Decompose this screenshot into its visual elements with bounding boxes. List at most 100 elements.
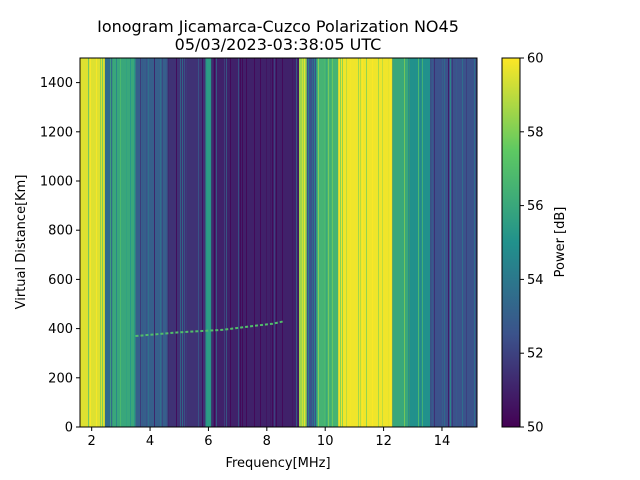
texture-stripe-57	[314, 58, 315, 427]
texture-stripe-41	[254, 58, 255, 427]
texture-stripe-90	[450, 58, 451, 427]
texture-stripe-39	[242, 58, 243, 427]
frequency-band-0	[80, 58, 105, 427]
texture-stripe-92	[456, 58, 457, 427]
texture-stripe-20	[166, 58, 167, 427]
texture-stripe-87	[442, 58, 443, 427]
texture-stripe-77	[388, 58, 389, 427]
texture-stripe-52	[302, 58, 303, 427]
colorbar-tick-label-54: 54	[527, 273, 544, 288]
texture-stripe-43	[266, 58, 267, 427]
texture-stripe-80	[408, 58, 409, 427]
colorbar-tick-label-58: 58	[527, 125, 544, 140]
texture-stripe-30	[210, 58, 211, 427]
texture-stripe-55	[308, 58, 309, 427]
texture-stripe-13	[140, 58, 141, 427]
texture-stripe-25	[184, 58, 185, 427]
chart-subtitle: 05/03/2023-03:38:05 UTC	[175, 35, 382, 54]
x-tick-label-8: 8	[263, 434, 271, 449]
texture-stripe-74	[372, 58, 373, 427]
texture-stripe-53	[304, 58, 305, 427]
y-tick-label-1400: 1400	[40, 76, 73, 91]
texture-stripe-69	[350, 58, 351, 427]
frequency-band-5	[205, 58, 212, 427]
texture-stripe-5	[102, 58, 103, 427]
texture-stripe-91	[452, 58, 453, 427]
texture-stripe-11	[130, 58, 131, 427]
texture-stripe-34	[224, 58, 225, 427]
frequency-band-10	[338, 58, 393, 427]
texture-stripe-59	[318, 58, 319, 427]
texture-stripe-49	[292, 58, 293, 427]
texture-stripe-9	[120, 58, 121, 427]
frequency-band-1	[104, 58, 113, 427]
texture-stripe-64	[332, 58, 333, 427]
texture-stripe-56	[312, 58, 313, 427]
colorbar-tick-label-50: 50	[527, 421, 544, 436]
texture-stripe-89	[448, 58, 449, 427]
texture-stripe-23	[180, 58, 181, 427]
texture-stripe-46	[274, 58, 275, 427]
y-tick-label-400: 400	[48, 322, 73, 337]
texture-stripe-22	[176, 58, 177, 427]
heatmap-plot-area	[80, 58, 477, 427]
texture-stripe-33	[216, 58, 217, 427]
texture-stripe-18	[160, 58, 161, 427]
y-tick-label-1200: 1200	[40, 125, 73, 140]
texture-stripe-44	[270, 58, 271, 427]
texture-stripe-95	[466, 58, 467, 427]
frequency-band-11	[392, 58, 410, 427]
texture-stripe-61	[326, 58, 327, 427]
chart-title: Ionogram Jicamarca-Cuzco Polarization NO…	[97, 17, 459, 36]
texture-stripe-75	[378, 58, 379, 427]
texture-stripe-68	[346, 58, 347, 427]
texture-stripe-38	[240, 58, 241, 427]
texture-stripe-2	[90, 58, 91, 427]
texture-stripe-32	[214, 58, 215, 427]
texture-stripe-72	[362, 58, 363, 427]
texture-stripe-42	[260, 58, 261, 427]
colorbar	[501, 57, 521, 428]
texture-stripe-36	[230, 58, 231, 427]
texture-stripe-28	[202, 58, 203, 427]
texture-stripe-62	[328, 58, 329, 427]
texture-stripe-16	[148, 58, 149, 427]
texture-stripe-19	[162, 58, 163, 427]
texture-stripe-51	[298, 58, 299, 427]
texture-stripe-21	[168, 58, 169, 427]
texture-stripe-31	[212, 58, 213, 427]
texture-stripe-85	[432, 58, 433, 427]
texture-stripe-10	[126, 58, 127, 427]
texture-stripe-40	[246, 58, 247, 427]
texture-stripe-14	[142, 58, 143, 427]
texture-stripe-65	[338, 58, 339, 427]
texture-stripe-76	[382, 58, 383, 427]
texture-stripe-54	[306, 58, 307, 427]
plot-frame	[79, 57, 478, 428]
frequency-band-13	[430, 58, 477, 427]
texture-stripe-83	[420, 58, 421, 427]
texture-stripe-86	[434, 58, 435, 427]
texture-stripe-47	[276, 58, 277, 427]
texture-stripe-48	[282, 58, 283, 427]
heatmap-stripes	[80, 58, 477, 427]
texture-stripe-93	[462, 58, 463, 427]
texture-stripe-60	[324, 58, 325, 427]
y-tick-label-800: 800	[48, 224, 73, 239]
texture-stripe-84	[422, 58, 423, 427]
texture-stripe-70	[358, 58, 359, 427]
texture-stripe-63	[330, 58, 331, 427]
texture-stripe-82	[418, 58, 419, 427]
texture-stripe-8	[116, 58, 117, 427]
texture-stripe-45	[272, 58, 273, 427]
texture-stripe-29	[206, 58, 207, 427]
frequency-band-6	[211, 58, 299, 427]
x-tick-label-12: 12	[375, 434, 392, 449]
texture-stripe-96	[474, 58, 475, 427]
texture-stripe-78	[390, 58, 391, 427]
texture-stripe-15	[146, 58, 147, 427]
x-tick-label-10: 10	[317, 434, 334, 449]
texture-stripe-94	[464, 58, 465, 427]
texture-stripe-81	[414, 58, 415, 427]
